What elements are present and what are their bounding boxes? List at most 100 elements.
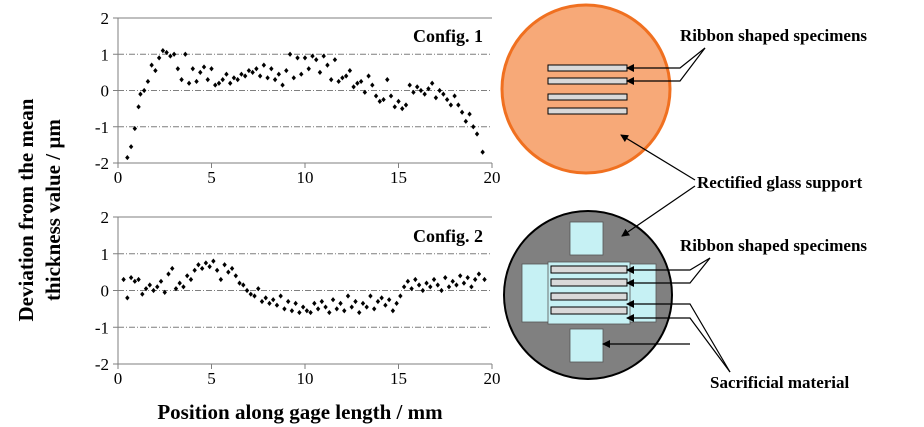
- leader-glass-bottom: [621, 185, 696, 237]
- data-point: [235, 77, 240, 83]
- data-point: [443, 275, 448, 281]
- data-point: [353, 298, 358, 305]
- data-point: [413, 276, 418, 283]
- data-point: [211, 258, 216, 264]
- data-point: [257, 73, 263, 79]
- data-point: [474, 131, 480, 137]
- data-point: [201, 64, 207, 70]
- plot-config-2-y-ticks: -2 -1 0 1 2: [95, 208, 118, 374]
- data-point: [315, 306, 321, 312]
- data-point: [222, 262, 227, 268]
- x-tick-label: 5: [207, 369, 216, 388]
- data-point: [420, 287, 426, 294]
- data-point: [454, 282, 459, 288]
- data-point: [452, 93, 457, 99]
- ribbon-specimen: [550, 278, 628, 287]
- data-point: [278, 293, 283, 299]
- data-point: [198, 69, 203, 75]
- data-point: [394, 300, 399, 306]
- y-tick-label: 0: [101, 282, 110, 301]
- data-point: [293, 300, 298, 306]
- data-point: [231, 75, 237, 81]
- data-point: [403, 102, 409, 108]
- data-point: [405, 278, 411, 284]
- data-point: [141, 87, 147, 94]
- data-point: [428, 284, 433, 290]
- x-axis-label: Position along gage length / mm: [157, 400, 443, 424]
- data-point: [274, 302, 280, 308]
- data-point: [398, 293, 403, 299]
- data-point: [183, 51, 188, 57]
- x-tick-label: 5: [207, 168, 216, 187]
- data-point: [295, 55, 300, 61]
- data-point: [467, 111, 472, 117]
- data-point: [336, 78, 341, 85]
- data-point: [248, 291, 253, 297]
- data-point: [284, 67, 289, 74]
- data-point: [282, 306, 287, 312]
- data-point: [439, 287, 444, 294]
- data-point: [252, 293, 257, 299]
- data-point: [400, 106, 405, 112]
- data-point: [300, 304, 306, 310]
- data-point: [368, 293, 373, 299]
- data-point: [304, 308, 310, 314]
- data-point: [357, 309, 362, 316]
- data-point: [166, 271, 171, 277]
- data-point: [360, 300, 366, 306]
- data-point: [153, 67, 158, 74]
- data-point: [177, 280, 182, 286]
- data-point: [297, 309, 302, 316]
- data-point: [164, 49, 169, 56]
- data-point: [213, 82, 218, 88]
- x-tick-label: 10: [297, 369, 314, 388]
- x-tick-label: 15: [390, 168, 407, 187]
- data-point: [214, 267, 220, 273]
- y-tick-label: 1: [101, 245, 110, 264]
- data-point: [263, 295, 268, 301]
- y-tick-label: -1: [95, 318, 109, 337]
- data-point: [325, 62, 330, 68]
- data-point: [469, 284, 474, 290]
- data-point: [407, 82, 412, 88]
- plot-config-2-grid: [118, 253, 492, 328]
- data-point: [456, 102, 461, 108]
- data-point: [345, 293, 351, 299]
- data-point: [373, 93, 379, 99]
- data-point: [271, 297, 276, 303]
- data-point: [147, 282, 152, 288]
- data-point: [401, 284, 407, 290]
- data-point: [194, 78, 199, 85]
- data-point: [458, 273, 463, 279]
- data-point: [175, 66, 181, 72]
- data-point: [242, 73, 248, 79]
- leader-sacrificial-1: [626, 300, 731, 373]
- data-point: [239, 71, 244, 77]
- ribbon-specimen: [550, 265, 628, 274]
- data-point: [132, 278, 138, 284]
- sacrificial-pad: [627, 263, 657, 323]
- data-point: [371, 306, 377, 312]
- x-tick-label: 0: [114, 369, 123, 388]
- data-point: [136, 104, 141, 110]
- data-point: [355, 80, 360, 86]
- glass-support-config-1: [500, 3, 672, 175]
- data-point: [342, 308, 347, 314]
- plot-config-1-x-ticks: 0 5 10 15 20: [114, 163, 501, 187]
- data-point: [203, 260, 209, 266]
- leader-ribbon-top-1: [626, 47, 706, 72]
- data-point: [314, 57, 319, 63]
- data-point: [299, 71, 304, 77]
- data-point: [381, 96, 386, 103]
- x-tick-label: 20: [484, 168, 501, 187]
- data-point: [392, 104, 397, 110]
- data-point: [168, 53, 173, 59]
- data-point: [224, 71, 229, 77]
- data-point: [444, 96, 450, 103]
- data-point: [471, 124, 476, 130]
- plot-config-1-grid: [118, 53, 492, 128]
- data-point: [179, 77, 184, 83]
- data-point: [480, 149, 485, 155]
- data-point: [138, 91, 143, 97]
- ribbon-specimen: [550, 306, 628, 315]
